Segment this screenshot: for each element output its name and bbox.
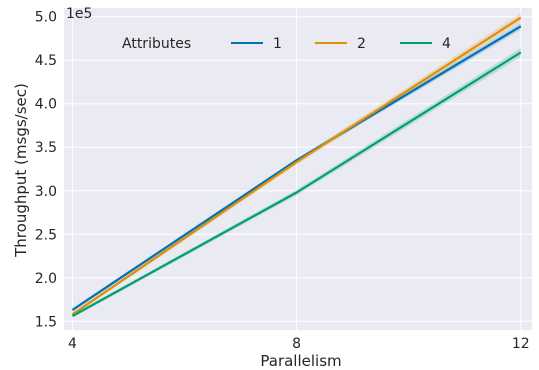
y-scale-label: 1e5 xyxy=(66,6,92,22)
y-tick-label: 2.0 xyxy=(35,271,57,287)
series-line-4 xyxy=(71,51,522,318)
legend-label-4: 4 xyxy=(442,36,451,52)
series-lines xyxy=(71,16,522,318)
y-tick-label: 3.5 xyxy=(35,140,57,156)
y-tick-label: 1.5 xyxy=(35,314,57,330)
x-axis-label: Parallelism xyxy=(260,352,341,370)
legend-label-1: 1 xyxy=(273,36,282,52)
confidence-band-1 xyxy=(72,22,521,312)
series-line-2 xyxy=(71,16,522,316)
y-tick-label: 2.5 xyxy=(35,227,57,243)
y-axis-label: Throughput (msgs/sec) xyxy=(12,83,30,258)
x-tick-label: 12 xyxy=(512,336,530,352)
y-tick-label: 5.0 xyxy=(35,10,57,26)
y-tick-label: 4.0 xyxy=(35,97,57,113)
x-tick-label: 8 xyxy=(292,336,301,352)
series-line-1 xyxy=(71,25,522,311)
legend-title: Attributes xyxy=(122,36,191,52)
x-tick-labels: 4 8 12 xyxy=(68,336,530,352)
y-tick-label: 4.5 xyxy=(35,53,57,69)
y-tick-label: 3.0 xyxy=(35,184,57,200)
legend-label-2: 2 xyxy=(357,36,366,52)
grid xyxy=(64,8,532,330)
y-tick-labels: 1.5 2.0 2.5 3.0 3.5 4.0 4.5 5.0 xyxy=(35,10,57,331)
x-tick-label: 4 xyxy=(68,336,77,352)
legend: Attributes 1 2 4 xyxy=(122,36,451,52)
